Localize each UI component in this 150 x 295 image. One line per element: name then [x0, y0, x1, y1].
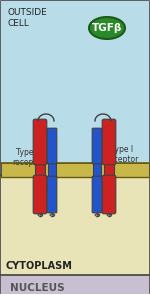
Bar [48, 163, 56, 177]
FancyBboxPatch shape [33, 175, 47, 214]
FancyBboxPatch shape [47, 128, 57, 164]
FancyBboxPatch shape [33, 119, 47, 165]
FancyBboxPatch shape [47, 176, 57, 213]
FancyBboxPatch shape [92, 176, 102, 213]
Text: CYTOPLASM: CYTOPLASM [6, 261, 73, 271]
Bar [104, 163, 114, 177]
Bar [1, 275, 149, 294]
Bar [1, 175, 149, 275]
Text: Type I
receptor: Type I receptor [106, 145, 138, 164]
FancyBboxPatch shape [102, 119, 116, 165]
Bar [93, 163, 101, 177]
Text: NUCLEUS: NUCLEUS [10, 283, 65, 293]
Ellipse shape [89, 17, 125, 39]
Text: Type II
receptor: Type II receptor [12, 148, 44, 167]
FancyBboxPatch shape [102, 175, 116, 214]
Bar [35, 163, 45, 177]
FancyBboxPatch shape [92, 128, 102, 164]
Text: OUTSIDE
CELL: OUTSIDE CELL [8, 8, 48, 28]
Bar [1, 163, 149, 177]
Text: TGFβ: TGFβ [92, 23, 122, 33]
